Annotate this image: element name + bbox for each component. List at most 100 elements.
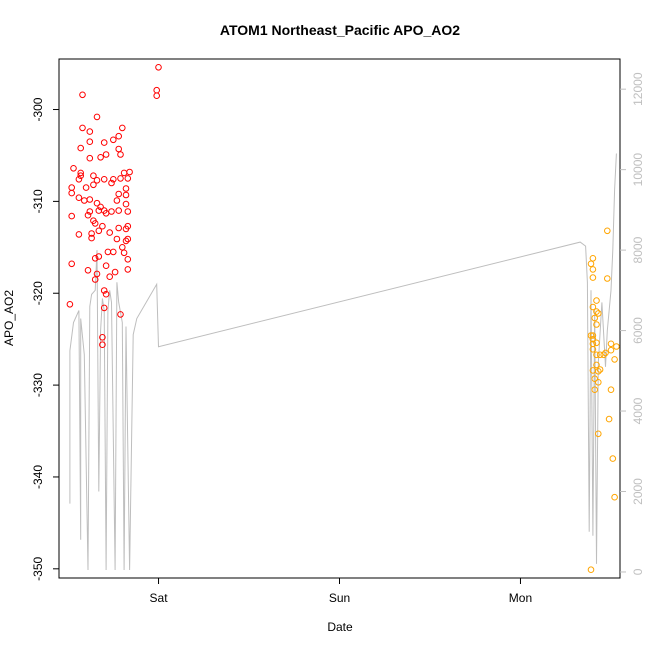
data-point <box>593 361 600 369</box>
data-point <box>88 234 95 242</box>
data-point <box>86 208 94 215</box>
data-point <box>115 190 122 198</box>
data-point <box>587 332 595 339</box>
data-point <box>153 86 160 94</box>
data-point <box>593 351 600 359</box>
data-point <box>124 235 132 243</box>
data-point <box>77 144 84 152</box>
data-point <box>79 91 86 99</box>
data-point <box>609 455 617 462</box>
data-point <box>99 341 106 349</box>
y-axis: -300 -310 -320 -330 -340 -350 <box>31 97 59 581</box>
data-point <box>593 321 600 328</box>
data-point <box>124 266 132 273</box>
data-point <box>68 184 75 191</box>
data-point <box>100 139 108 146</box>
data-point <box>81 197 88 204</box>
y2-tick-label: 10000 <box>631 153 645 187</box>
data-point <box>591 314 599 322</box>
data-point <box>593 339 600 347</box>
y2-tick-label: 8000 <box>631 236 645 263</box>
y2-tick-label: 2000 <box>631 478 645 505</box>
data-point <box>86 154 94 162</box>
data-point <box>119 124 126 132</box>
data-point <box>589 332 597 339</box>
data-point <box>613 343 620 350</box>
chart-title: ATOM1 Northeast_Pacific APO_AO2 <box>220 22 460 38</box>
data-point <box>75 194 83 201</box>
data-point <box>595 379 602 386</box>
data-point <box>591 375 599 383</box>
data-point <box>122 191 130 199</box>
data-point <box>68 189 75 197</box>
data-point <box>97 203 104 211</box>
data-point <box>91 276 99 283</box>
data-point <box>88 230 95 237</box>
data-point <box>91 254 99 262</box>
data-point <box>604 275 611 282</box>
data-point <box>113 235 121 243</box>
data-point <box>587 566 595 574</box>
data-point <box>124 208 132 215</box>
data-point <box>66 301 74 308</box>
y2-axis: 0 2000 4000 6000 8000 10000 12000 <box>620 72 645 575</box>
x-axis: SatSunMonTue <box>150 578 532 605</box>
data-point <box>99 222 106 230</box>
series-line <box>69 153 617 571</box>
y2-tick-label: 6000 <box>631 317 645 344</box>
data-point <box>595 310 602 317</box>
data-point <box>68 212 75 220</box>
data-point <box>593 308 600 315</box>
data-point <box>607 346 615 354</box>
y2-tick-label: 12000 <box>631 72 645 106</box>
data-point <box>117 151 124 158</box>
data-point <box>113 197 121 204</box>
data-point <box>595 368 602 375</box>
data-point <box>82 184 90 191</box>
data-point <box>79 124 86 132</box>
data-point <box>587 260 595 268</box>
y-tick-label: -330 <box>31 373 45 397</box>
data-point <box>75 231 83 238</box>
data-point <box>600 351 608 359</box>
data-point <box>155 64 162 71</box>
y-tick-label: -320 <box>31 281 45 305</box>
data-point <box>120 169 128 177</box>
data-point <box>604 227 611 235</box>
data-point <box>86 196 94 203</box>
data-point <box>106 229 113 236</box>
data-point <box>607 386 615 394</box>
data-point <box>115 207 122 214</box>
data-point <box>97 154 104 161</box>
y-tick-label: -340 <box>31 465 45 489</box>
data-point <box>589 346 597 353</box>
x-axis-label: Date <box>327 620 353 634</box>
data-point <box>93 199 101 207</box>
data-point <box>122 237 130 245</box>
data-point <box>102 290 110 298</box>
data-point <box>100 304 108 312</box>
data-point <box>84 267 92 274</box>
data-point <box>100 176 108 183</box>
data-point <box>117 311 124 318</box>
data-point <box>602 349 609 357</box>
data-point <box>124 256 132 263</box>
data-point <box>68 260 75 268</box>
x-tick-label: Mon <box>509 591 532 605</box>
data-point <box>102 151 110 158</box>
plot-frame <box>58 58 621 579</box>
data-point <box>90 181 97 189</box>
data-point <box>86 128 94 135</box>
data-point <box>589 266 597 273</box>
data-point <box>611 493 618 501</box>
data-point <box>75 176 83 183</box>
data-point <box>93 113 101 121</box>
data-point <box>126 168 133 176</box>
data-point <box>115 224 122 232</box>
y-tick-label: -310 <box>31 189 45 213</box>
data-point <box>104 248 112 256</box>
data-point <box>124 175 132 182</box>
data-point <box>605 415 613 423</box>
data-point <box>607 340 615 348</box>
